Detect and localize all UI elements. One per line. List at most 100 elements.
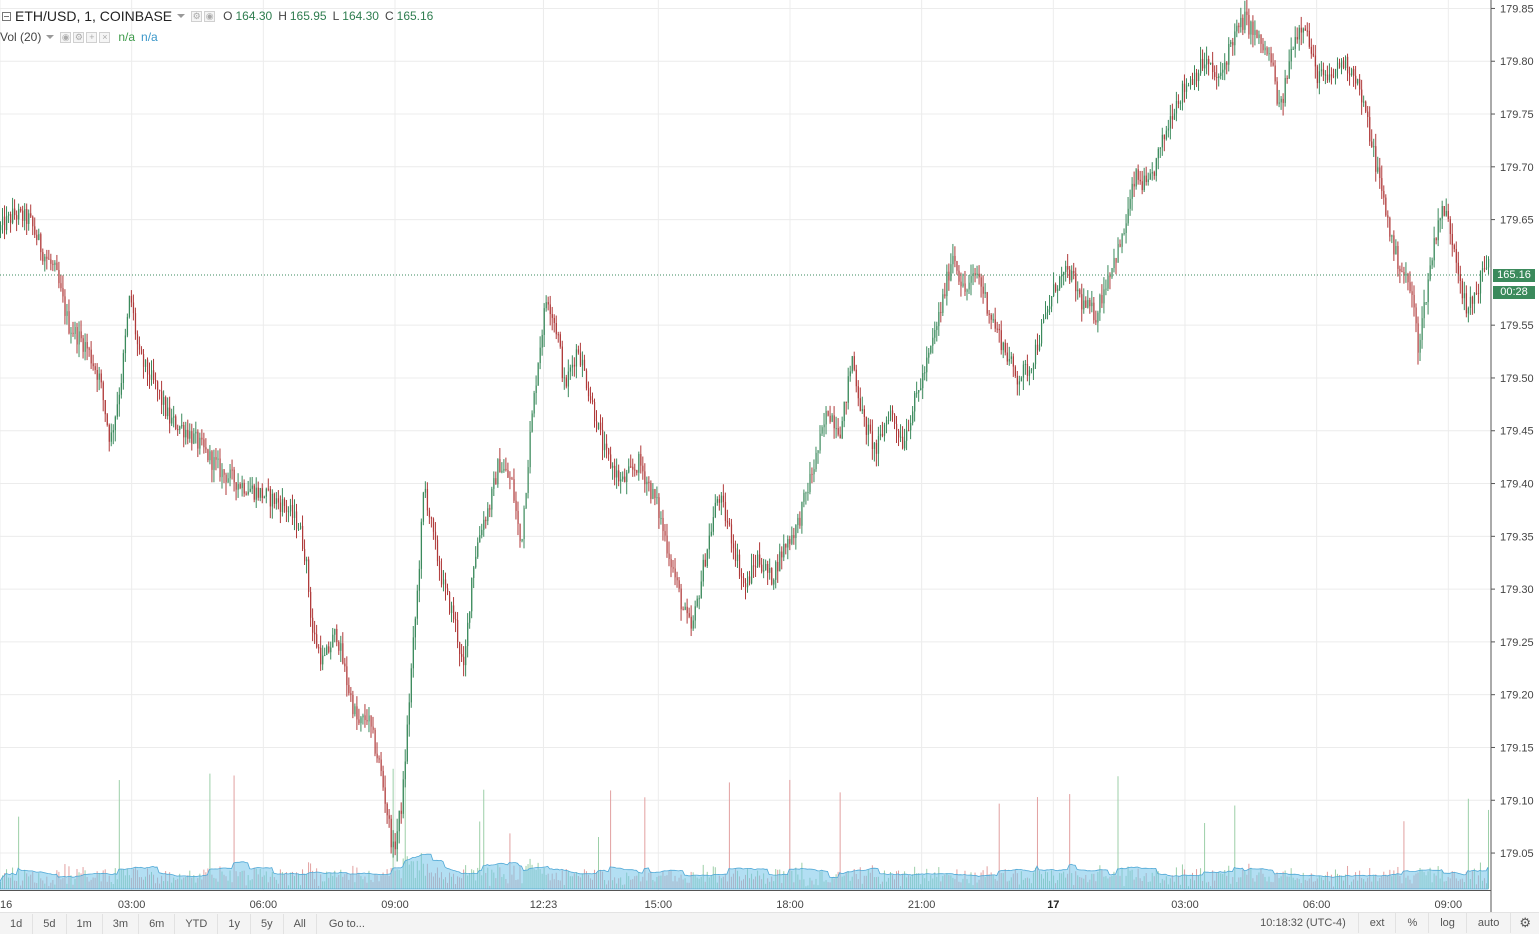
period-1d[interactable]: 1d [0,913,34,934]
visibility-icon[interactable]: ◉ [60,31,72,43]
period-ytd[interactable]: YTD [175,913,219,934]
collapse-legend-icon[interactable] [2,11,11,21]
candle-body [902,436,904,449]
candle-body [771,567,773,585]
candle-body [1093,302,1095,321]
candle-body [914,393,916,412]
period-1m[interactable]: 1m [67,913,103,934]
volume-indicator-title[interactable]: Vol (20) [0,30,42,44]
candle-body [982,286,984,294]
candle-body [221,469,223,478]
candle-body [1028,370,1031,376]
period-5y[interactable]: 5y [251,913,284,934]
candle-body [640,453,642,466]
add-icon[interactable]: + [86,31,98,43]
candle-body [708,535,710,550]
auto-scale-toggle[interactable]: auto [1465,913,1510,933]
candle-body [638,453,640,473]
candle-body [509,477,511,479]
candle-body [2,216,4,226]
candle-body [449,592,451,614]
candle-body [994,319,996,329]
visibility-icon[interactable]: ◉ [204,10,216,22]
period-5d[interactable]: 5d [33,913,67,934]
candle-body [1220,72,1222,76]
candle-body [1254,30,1256,35]
candle-body [825,411,827,425]
symbol-title[interactable]: ETH/USD, 1, COINBASE [15,8,173,24]
candle-body [310,591,312,618]
settings-icon[interactable]: ⚙ [73,31,85,43]
candle-body [1065,266,1067,272]
candle-body [1173,113,1176,120]
chevron-down-icon[interactable] [46,35,55,39]
candle-body [1147,179,1149,183]
gear-icon[interactable]: ⚙ [1510,913,1539,933]
candle-body [386,803,388,816]
goto-button[interactable]: Go to... [328,917,365,930]
candle-body [316,634,318,648]
ohlc-open-value: 164.30 [235,9,273,23]
candle-body [1141,181,1143,191]
period-1y[interactable]: 1y [218,913,251,934]
settings-icon[interactable]: ⚙ [191,10,203,22]
candle-body [795,525,797,539]
candle-body [1226,62,1228,65]
candle-body [354,706,356,715]
candle-body [1284,78,1286,103]
candle-body [829,415,831,422]
candle-body [700,581,702,599]
candle-body [394,841,396,850]
candle-body [1338,62,1341,68]
candle-body [265,488,267,497]
candle-body [938,311,940,327]
candle-body [34,226,36,235]
candle-body [662,517,664,532]
candle-body [1318,71,1321,84]
log-scale-toggle[interactable]: log [1428,913,1466,933]
candle-body [799,517,801,526]
candle-body [1139,179,1141,182]
candle-body [251,485,253,489]
candle-body [889,410,892,421]
candle-body [1314,55,1317,67]
candle-body [740,576,743,578]
candle-body [779,551,781,572]
candle-body [54,262,56,265]
candle-body [680,588,682,610]
candle-body [479,535,481,543]
period-3m[interactable]: 3m [103,913,140,934]
candle-body [1004,342,1006,353]
candle-body [1121,233,1123,247]
candle-body [1010,356,1012,359]
period-all[interactable]: All [284,913,317,934]
candle-body [996,328,998,330]
clock-readout[interactable]: 10:18:32 (UTC-4) [1260,917,1346,929]
candle-body [420,521,423,569]
candle-body [751,565,753,584]
chevron-down-icon[interactable] [177,14,186,18]
percent-scale-toggle[interactable]: % [1395,913,1428,933]
candle-body [58,270,60,284]
candle-body [467,622,469,647]
candle-body [1155,158,1157,176]
ext-toggle[interactable]: ext [1357,913,1396,933]
candle-body [742,577,745,584]
candle-body [1055,284,1057,292]
candle-body [523,508,525,540]
candle-body [390,818,392,848]
candle-body [813,469,815,475]
candle-body [632,466,634,470]
candle-body [894,414,896,424]
period-6m[interactable]: 6m [139,913,176,934]
candle-body [803,492,805,502]
candle-body [920,388,922,390]
close-icon[interactable]: × [99,31,111,43]
price-axis-label: 179.40 [1500,479,1534,491]
candle-body [108,425,110,442]
ohlc-high-value: 165.95 [289,9,327,23]
candle-body [976,273,978,276]
candle-body [1403,272,1405,276]
price-chart[interactable]: 179.85 179.80 179.75 179.70 179.65 179.55 179.… [0,0,1539,912]
candle-body [1246,11,1248,15]
